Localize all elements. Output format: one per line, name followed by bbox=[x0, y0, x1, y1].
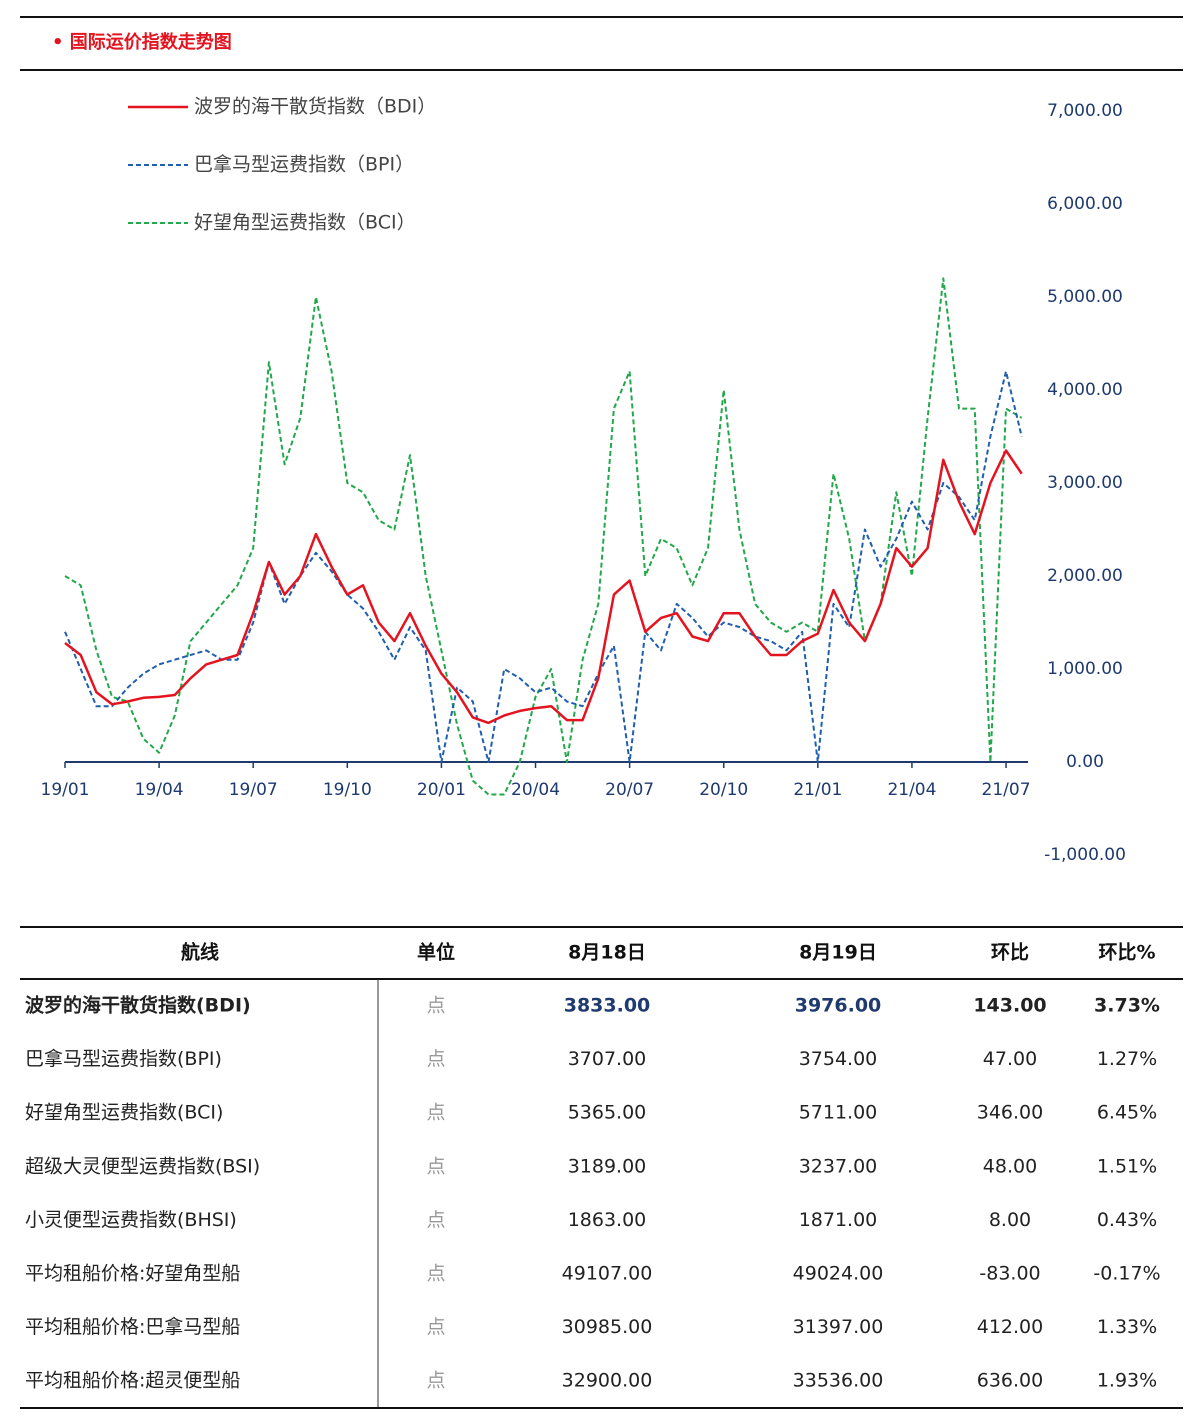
y-tick-label: 7,000.00 bbox=[1047, 101, 1123, 121]
table-cell: 6.45% bbox=[1097, 1102, 1157, 1124]
x-tick-label: 19/04 bbox=[135, 780, 184, 800]
table-cell: 412.00 bbox=[977, 1316, 1043, 1338]
y-tick-label: 4,000.00 bbox=[1047, 380, 1123, 400]
x-tick-label: 20/04 bbox=[511, 780, 560, 800]
table-cell: 5711.00 bbox=[799, 1102, 878, 1124]
table-cell: 好望角型运费指数(BCI) bbox=[25, 1102, 223, 1124]
table-cell: 平均租船价格:巴拿马型船 bbox=[25, 1315, 240, 1338]
table-header: 8月18日 bbox=[568, 942, 646, 964]
table-cell: 巴拿马型运费指数(BPI) bbox=[25, 1047, 222, 1070]
table-cell: 33536.00 bbox=[793, 1370, 884, 1392]
y-tick-label: 0.00 bbox=[1066, 752, 1104, 772]
table-cell: 3707.00 bbox=[568, 1048, 647, 1070]
table-cell: 636.00 bbox=[977, 1370, 1043, 1392]
table-cell: 32900.00 bbox=[562, 1370, 653, 1392]
table-cell: 5365.00 bbox=[568, 1102, 647, 1124]
series-line bbox=[64, 277, 1023, 796]
series-line bbox=[64, 449, 1023, 725]
table-cell: 0.43% bbox=[1097, 1209, 1157, 1231]
table-cell: 346.00 bbox=[977, 1102, 1043, 1124]
table-cell: 143.00 bbox=[973, 995, 1046, 1017]
y-tick-label: -1,000.00 bbox=[1044, 845, 1126, 865]
y-tick-label: 1,000.00 bbox=[1047, 659, 1123, 679]
table-header: 8月19日 bbox=[799, 942, 877, 964]
x-tick-label: 21/04 bbox=[887, 780, 936, 800]
table-cell: 48.00 bbox=[983, 1155, 1037, 1177]
table-cell: 3237.00 bbox=[799, 1155, 878, 1177]
x-tick-label: 20/10 bbox=[699, 780, 748, 800]
table-cell: 1863.00 bbox=[568, 1209, 647, 1231]
table-cell: 点 bbox=[426, 1102, 445, 1124]
legend-label: 巴拿马型运费指数（BPI） bbox=[194, 153, 414, 176]
table-cell: 1.27% bbox=[1097, 1048, 1157, 1070]
x-tick-label: 20/01 bbox=[417, 780, 466, 800]
x-tick-label: 21/07 bbox=[982, 780, 1031, 800]
table-cell: 点 bbox=[426, 1209, 445, 1231]
table-cell: 点 bbox=[426, 995, 445, 1017]
table-cell: 1.93% bbox=[1097, 1370, 1157, 1392]
table-header: 单位 bbox=[417, 941, 455, 964]
table-cell: 1.51% bbox=[1097, 1155, 1157, 1177]
table-header: 环比% bbox=[1098, 942, 1155, 964]
table-cell: 点 bbox=[426, 1263, 445, 1285]
table-cell: 30985.00 bbox=[562, 1316, 653, 1338]
table-cell: 超级大灵便型运费指数(BSI) bbox=[25, 1155, 260, 1177]
table-cell: 3976.00 bbox=[795, 995, 882, 1017]
table-cell: 点 bbox=[426, 1155, 445, 1177]
table-cell: 3189.00 bbox=[568, 1155, 647, 1177]
table-cell: 平均租船价格:好望角型船 bbox=[25, 1263, 240, 1285]
section-title: • 国际运价指数走势图 bbox=[52, 31, 232, 53]
table-cell: -0.17% bbox=[1093, 1263, 1160, 1285]
table-cell: 31397.00 bbox=[793, 1316, 884, 1338]
legend-label: 波罗的海干散货指数（BDI） bbox=[194, 96, 436, 118]
table-cell: 平均租船价格:超灵便型船 bbox=[25, 1370, 240, 1392]
table-header: 航线 bbox=[181, 941, 219, 964]
table-cell: 点 bbox=[426, 1316, 445, 1338]
table-cell: -83.00 bbox=[979, 1263, 1040, 1285]
table-cell: 47.00 bbox=[983, 1048, 1037, 1070]
x-tick-label: 21/01 bbox=[793, 780, 842, 800]
y-tick-label: 6,000.00 bbox=[1047, 194, 1123, 214]
x-tick-label: 20/07 bbox=[605, 780, 654, 800]
y-tick-label: 2,000.00 bbox=[1047, 566, 1123, 586]
table-cell: 3833.00 bbox=[564, 995, 651, 1017]
series-line bbox=[64, 370, 1023, 763]
x-tick-label: 19/10 bbox=[323, 780, 372, 800]
table-cell: 3754.00 bbox=[799, 1048, 878, 1070]
table-cell: 8.00 bbox=[989, 1209, 1031, 1231]
table-cell: 小灵便型运费指数(BHSI) bbox=[25, 1209, 237, 1231]
table-cell: 点 bbox=[426, 1370, 445, 1392]
table-cell: 点 bbox=[426, 1048, 445, 1070]
table-cell: 波罗的海干散货指数(BDI) bbox=[25, 994, 251, 1017]
y-tick-label: 5,000.00 bbox=[1047, 287, 1123, 307]
table-cell: 1871.00 bbox=[799, 1209, 878, 1231]
table-cell: 49107.00 bbox=[562, 1263, 653, 1285]
table-cell: 49024.00 bbox=[793, 1263, 884, 1285]
y-tick-label: 3,000.00 bbox=[1047, 473, 1123, 493]
table-header: 环比 bbox=[991, 942, 1029, 964]
x-tick-label: 19/01 bbox=[41, 780, 90, 800]
x-tick-label: 19/07 bbox=[229, 780, 278, 800]
legend-label: 好望角型运费指数（BCI） bbox=[194, 212, 416, 234]
table-cell: 3.73% bbox=[1094, 995, 1160, 1017]
table-cell: 1.33% bbox=[1097, 1316, 1157, 1338]
